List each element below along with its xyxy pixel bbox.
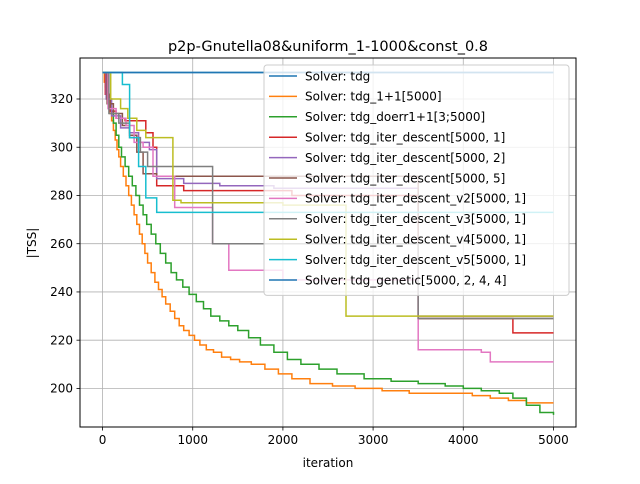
- legend: Solver: tdg Solver: tdg_1+1[5000] Solver: …: [263, 64, 570, 296]
- y-tick-label: 200: [50, 382, 73, 396]
- chart-title: p2p-Gnutella08&uniform_1-1000&const_0.8: [168, 39, 488, 55]
- y-tick-label: 320: [50, 92, 73, 106]
- y-tick-label: 240: [50, 285, 73, 299]
- x-axis-label: iteration: [303, 456, 354, 470]
- series-line-2: [102, 71, 555, 415]
- legend-label-4: Solver: tdg_iter_descent[5000, 2]: [305, 151, 505, 165]
- legend-label-0: Solver: tdg: [305, 69, 370, 83]
- plot-area-frame: [79, 57, 577, 428]
- x-tick-label: 3000: [358, 433, 389, 447]
- legend-label-6: Solver: tdg_iter_descent_v2[5000, 1]: [305, 192, 526, 206]
- legend-label-7: Solver: tdg_iter_descent_v3[5000, 1]: [305, 212, 526, 226]
- legend-label-1: Solver: tdg_1+1[5000]: [305, 90, 442, 104]
- y-tick-label: 280: [50, 189, 73, 203]
- tick-layer: 0 1000 2000 3000 4000 5000 200 220 240 260 280 300 3…: [50, 92, 569, 447]
- x-tick-label: 1000: [177, 433, 208, 447]
- x-tick-label: 2000: [268, 433, 299, 447]
- legend-label-9: Solver: tdg_iter_descent_v5[5000, 1]: [305, 253, 526, 267]
- y-tick-label: 220: [50, 333, 73, 347]
- x-tick-label: 0: [99, 433, 107, 447]
- y-tick-label: 260: [50, 237, 73, 251]
- series-line-1: [102, 71, 554, 404]
- series-line-6: [102, 71, 554, 363]
- legend-label-2: Solver: tdg_doerr1+1[3;5000]: [305, 110, 485, 124]
- legend-label-8: Solver: tdg_iter_descent_v4[5000, 1]: [305, 233, 526, 247]
- legend-box: [263, 64, 570, 296]
- legend-label-10: Solver: tdg_genetic[5000, 2, 4, 4]: [305, 273, 507, 287]
- legend-label-3: Solver: tdg_iter_descent[5000, 1]: [305, 131, 505, 145]
- x-tick-label: 5000: [538, 433, 569, 447]
- legend-label-5: Solver: tdg_iter_descent[5000, 5]: [305, 171, 505, 185]
- x-tick-label: 4000: [448, 433, 479, 447]
- y-tick-label: 300: [50, 140, 73, 154]
- y-axis-label: |TSS|: [25, 228, 39, 259]
